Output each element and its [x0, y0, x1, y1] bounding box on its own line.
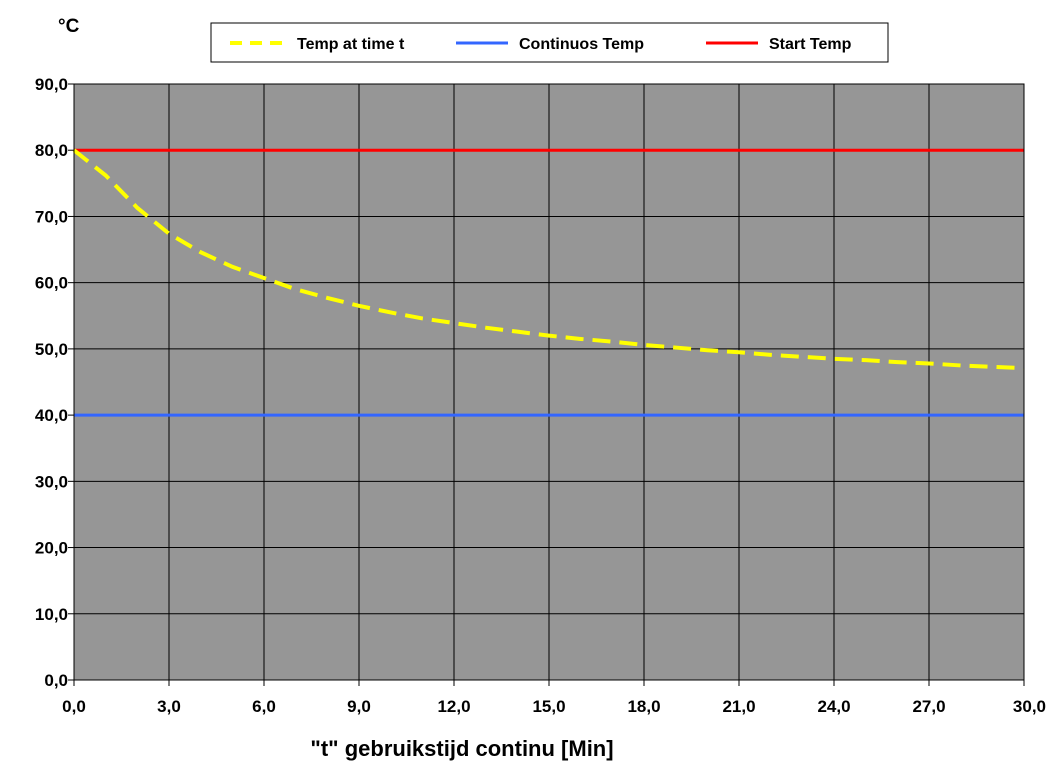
y-tick-label: 80,0	[35, 141, 68, 160]
legend-box	[210, 22, 889, 63]
x-axis-title: "t" gebruikstijd continu [Min]	[310, 736, 613, 761]
y-tick-label: 30,0	[35, 472, 68, 491]
x-tick-label: 0,0	[62, 697, 86, 716]
x-tick-label: 3,0	[157, 697, 181, 716]
y-tick-label: 0,0	[44, 671, 68, 690]
x-tick-label: 9,0	[347, 697, 371, 716]
x-tick-label: 27,0	[912, 697, 945, 716]
y-tick-label: 50,0	[35, 340, 68, 359]
legend-label: Temp at time t	[297, 36, 405, 53]
legend: Temp at time t Continuos Temp Start Temp	[210, 22, 889, 63]
series-layer	[72, 148, 1025, 417]
y-tick-label: 10,0	[35, 605, 68, 624]
y-tick-label: 90,0	[35, 75, 68, 94]
legend-label: Continuos Temp	[519, 36, 644, 53]
y-tick-label: 40,0	[35, 406, 68, 425]
legend-label: Start Temp	[769, 36, 852, 53]
x-tick-label: 18,0	[627, 697, 660, 716]
x-tick-label: 6,0	[252, 697, 276, 716]
x-tick-label: 12,0	[437, 697, 470, 716]
y-axis-unit: °C	[58, 16, 80, 37]
y-tick-label: 20,0	[35, 539, 68, 558]
y-axis: 0,0 10,0 20,0 30,0 40,0 50,0 60,0 70,0 80,0 90,0	[35, 75, 74, 690]
x-tick-label: 21,0	[722, 697, 755, 716]
x-tick-label: 15,0	[532, 697, 565, 716]
y-tick-label: 70,0	[35, 207, 68, 226]
x-tick-label: 24,0	[817, 697, 850, 716]
y-tick-label: 60,0	[35, 274, 68, 293]
x-tick-label: 30,0	[1013, 697, 1046, 716]
series-line-temp-at-time-t	[72, 148, 1025, 371]
x-axis: 0,0 3,0 6,0 9,0 12,0 15,0 18,0 21,0 24,0 27,0 30,0	[62, 680, 1046, 716]
